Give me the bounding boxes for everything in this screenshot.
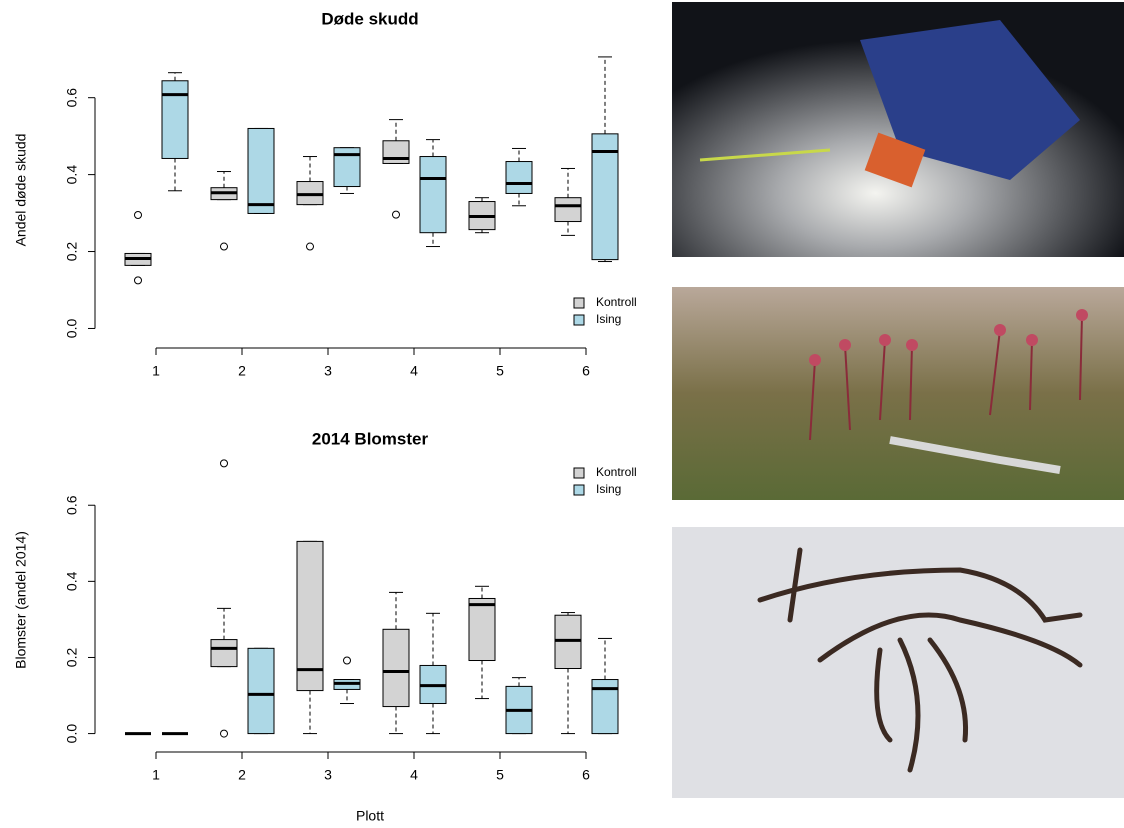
box	[162, 81, 188, 159]
box	[248, 648, 274, 733]
x-tick-label: 1	[152, 767, 160, 783]
box	[506, 162, 532, 194]
outlier	[221, 730, 228, 737]
x-axis-label: Plott	[356, 808, 384, 824]
outlier	[221, 243, 228, 250]
legend-swatch	[574, 315, 584, 325]
box	[297, 182, 323, 205]
legend-label: Kontroll	[596, 465, 637, 479]
photo-snow	[672, 2, 1124, 257]
x-tick-label: 3	[324, 767, 332, 783]
x-tick-label: 3	[324, 363, 332, 379]
box	[383, 629, 409, 706]
y-tick-label: 0.6	[64, 495, 80, 515]
box	[383, 141, 409, 164]
legend-label: Ising	[596, 482, 621, 496]
page: {"chart_data": [ {"type": "box", "title"…	[0, 0, 1124, 828]
box	[469, 598, 495, 660]
outlier	[135, 277, 142, 284]
photo-plants	[672, 287, 1124, 500]
outlier	[221, 460, 228, 467]
legend-swatch	[574, 468, 584, 478]
legend-label: Ising	[596, 312, 621, 326]
y-tick-label: 0.0	[64, 319, 80, 339]
legend-label: Kontroll	[596, 295, 637, 309]
box	[420, 157, 446, 233]
y-axis-label: Blomster (andel 2014)	[13, 531, 29, 669]
outlier	[307, 243, 314, 250]
y-axis-label: Andel døde skudd	[13, 134, 29, 247]
y-tick-label: 0.4	[64, 571, 80, 591]
x-tick-label: 6	[582, 767, 590, 783]
figure: Døde skudd Andel døde skudd 0.0 0.2 0.4 0.6 1 2…	[0, 0, 1124, 828]
x-tick-label: 5	[496, 363, 504, 379]
chart-title: Døde skudd	[321, 9, 418, 28]
outlier	[344, 657, 351, 664]
outlier	[393, 211, 400, 218]
y-tick-label: 0.4	[64, 165, 80, 185]
y-tick-label: 0.6	[64, 88, 80, 108]
x-tick-label: 6	[582, 363, 590, 379]
x-tick-label: 4	[410, 767, 418, 783]
x-tick-label: 1	[152, 363, 160, 379]
box	[211, 640, 237, 667]
outlier	[135, 212, 142, 219]
y-tick-label: 0.2	[64, 242, 80, 262]
box	[555, 198, 581, 222]
box	[555, 615, 581, 668]
legend-swatch	[574, 298, 584, 308]
x-tick-label: 4	[410, 363, 418, 379]
y-tick-label: 0.2	[64, 648, 80, 668]
x-tick-label: 2	[238, 363, 246, 379]
legend-swatch	[574, 485, 584, 495]
box	[248, 128, 274, 213]
x-tick-label: 2	[238, 767, 246, 783]
x-tick-label: 5	[496, 767, 504, 783]
photo-branch	[672, 527, 1124, 798]
y-tick-label: 0.0	[64, 724, 80, 744]
chart-title: 2014 Blomster	[312, 429, 429, 448]
